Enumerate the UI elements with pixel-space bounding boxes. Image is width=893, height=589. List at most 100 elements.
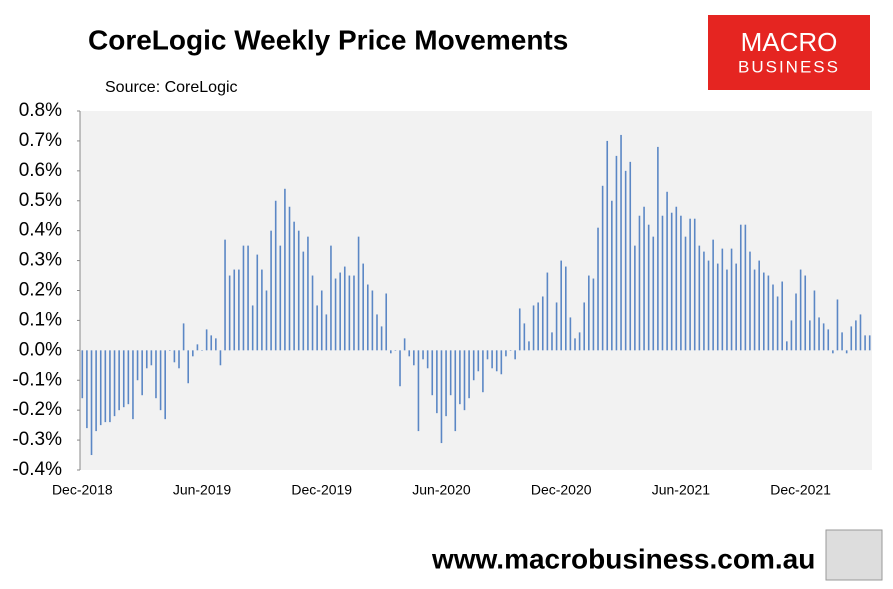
bar xyxy=(813,290,816,351)
bar xyxy=(297,230,300,351)
bar xyxy=(468,350,470,399)
bar xyxy=(523,323,526,351)
bar xyxy=(689,218,691,351)
bar xyxy=(735,263,737,351)
bar xyxy=(307,236,309,351)
bar xyxy=(178,350,180,369)
bar xyxy=(588,275,590,351)
bar xyxy=(518,308,521,351)
bar xyxy=(868,335,871,351)
bar xyxy=(624,170,627,351)
bar xyxy=(293,221,295,351)
bar xyxy=(99,350,102,426)
bar xyxy=(256,254,259,351)
y-tick-label: 0.5% xyxy=(19,190,62,211)
bar xyxy=(551,332,553,351)
bar xyxy=(104,350,107,423)
x-tick-label: Jun-2019 xyxy=(173,482,232,498)
bar xyxy=(155,350,157,399)
x-tick-label: Dec-2021 xyxy=(770,482,831,498)
bar xyxy=(855,320,857,351)
bar xyxy=(150,350,153,366)
bar xyxy=(597,227,599,351)
logo-text: BUSINESS xyxy=(738,57,840,76)
bar xyxy=(316,305,318,351)
bar xyxy=(666,191,668,351)
bar xyxy=(652,236,655,351)
bar xyxy=(707,260,710,351)
bar xyxy=(279,245,282,351)
bar xyxy=(684,236,687,351)
bar xyxy=(657,146,659,351)
bar xyxy=(845,350,848,354)
bar xyxy=(477,350,480,372)
bar xyxy=(403,338,406,351)
bar xyxy=(514,350,516,360)
bar xyxy=(90,350,93,456)
bar xyxy=(288,206,291,351)
bar xyxy=(215,338,217,351)
y-tick-label: -0.4% xyxy=(12,459,62,480)
bar xyxy=(574,338,576,351)
bar xyxy=(187,350,190,384)
bar xyxy=(601,185,604,351)
bar xyxy=(270,230,272,351)
bar xyxy=(113,350,116,417)
bar xyxy=(219,350,222,366)
bar xyxy=(864,335,866,351)
bar xyxy=(302,251,305,351)
bar xyxy=(615,155,618,351)
y-tick-label: 0.1% xyxy=(19,309,62,330)
bar xyxy=(362,263,364,351)
x-tick-label: Dec-2020 xyxy=(531,482,592,498)
bar xyxy=(500,350,503,375)
bar xyxy=(569,317,572,351)
bar xyxy=(578,332,581,351)
bar xyxy=(353,275,355,351)
bar xyxy=(164,350,166,420)
bar xyxy=(753,269,756,351)
x-tick-label: Jun-2021 xyxy=(652,482,711,498)
bar xyxy=(109,350,111,423)
bar xyxy=(804,275,807,351)
bar xyxy=(675,206,678,351)
bar xyxy=(827,329,830,351)
bar xyxy=(408,350,411,357)
bar xyxy=(647,224,650,351)
bar xyxy=(620,134,622,351)
bar xyxy=(325,314,328,351)
bar xyxy=(472,350,475,381)
bar xyxy=(463,350,466,411)
bar xyxy=(399,350,401,387)
bar xyxy=(173,350,176,363)
bar xyxy=(86,350,88,429)
bar xyxy=(343,266,346,351)
bar xyxy=(141,350,143,396)
bar xyxy=(431,350,434,396)
bar xyxy=(224,239,226,351)
bar xyxy=(749,251,751,351)
bar xyxy=(380,326,383,351)
bar xyxy=(703,251,705,351)
bar xyxy=(611,200,613,351)
y-tick-label: 0.8% xyxy=(19,100,62,121)
bar xyxy=(509,350,512,351)
bar xyxy=(311,275,314,351)
bar xyxy=(233,269,236,351)
y-tick-label: 0.6% xyxy=(19,160,62,181)
bar xyxy=(132,350,134,420)
bar xyxy=(81,350,84,399)
bar xyxy=(726,269,728,351)
bar xyxy=(376,314,378,351)
bar xyxy=(436,350,438,414)
bar xyxy=(730,248,733,351)
bar xyxy=(495,350,498,372)
bar xyxy=(555,302,558,351)
bar xyxy=(505,350,507,357)
bar xyxy=(537,302,539,351)
bar xyxy=(348,275,351,351)
bar xyxy=(818,317,820,351)
bar xyxy=(781,281,784,351)
bar xyxy=(541,296,544,351)
